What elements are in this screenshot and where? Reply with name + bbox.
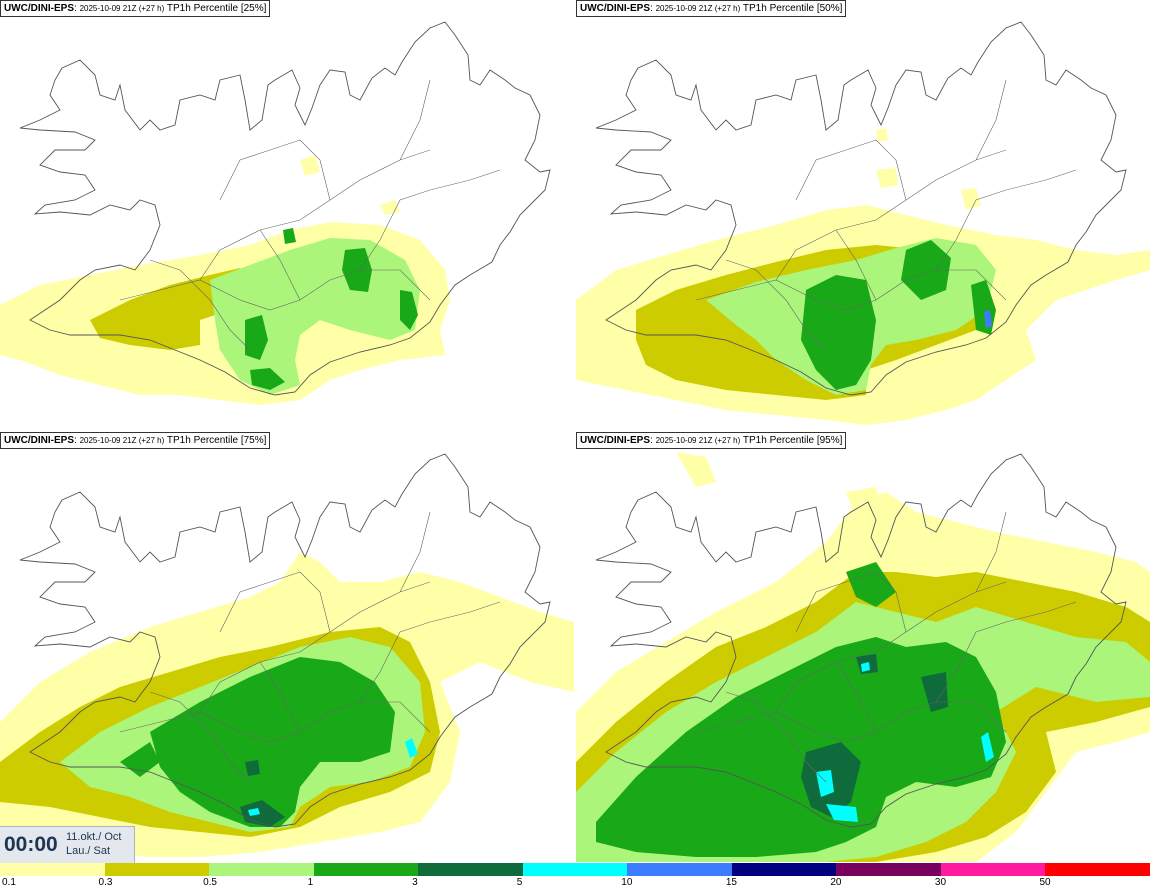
- panel-separator-horizontal: [0, 430, 1150, 432]
- legend-tick-label: 30: [934, 877, 947, 888]
- valid-time-box: 00:00 11.okt./ Oct Lau./ Sat: [0, 826, 135, 863]
- panel-title: UWC/DINI-EPS: 2025-10-09 21Z (+27 h) TP1…: [576, 432, 847, 449]
- legend-tick-label: 15: [725, 877, 737, 888]
- precip-map-50: [576, 21, 1150, 425]
- legend-tick-label: 50: [1039, 877, 1051, 888]
- legend-swatch: [1045, 863, 1150, 876]
- precip-map-25: [0, 21, 551, 405]
- panel-title: UWC/DINI-EPS: 2025-10-09 21Z (+27 h) TP1…: [576, 0, 847, 17]
- legend-swatch: [731, 863, 837, 876]
- legend-swatch: [522, 863, 628, 876]
- legend-tick-label: 0.1: [2, 877, 16, 888]
- legend-swatch: [836, 863, 942, 876]
- legend-tick-label: 20: [830, 877, 842, 888]
- map-panel-50: UWC/DINI-EPS: 2025-10-09 21Z (+27 h) TP1…: [576, 0, 1150, 430]
- legend-tick-label: 1: [307, 877, 314, 888]
- legend-swatch: [104, 863, 210, 876]
- legend-swatch: [940, 863, 1046, 876]
- panel-title: UWC/DINI-EPS: 2025-10-09 21Z (+27 h) TP1…: [0, 432, 271, 449]
- legend-swatch: [209, 863, 315, 876]
- map-panel-75: UWC/DINI-EPS: 2025-10-09 21Z (+27 h) TP1…: [0, 432, 574, 862]
- legend-tick-label: 0.3: [98, 877, 113, 888]
- legend-tick-label: 3: [412, 877, 418, 888]
- legend-color-bar: [0, 863, 1150, 876]
- legend-swatch: [0, 863, 106, 876]
- map-panel-95: UWC/DINI-EPS: 2025-10-09 21Z (+27 h) TP1…: [576, 432, 1150, 862]
- legend-swatch: [313, 863, 419, 876]
- legend-swatch: [627, 863, 733, 876]
- legend-tick-label: 0.5: [203, 877, 217, 888]
- legend-tick-label: 10: [621, 877, 633, 888]
- panel-title: UWC/DINI-EPS: 2025-10-09 21Z (+27 h) TP1…: [0, 0, 271, 17]
- precip-color-legend: 0.1 0.3 0.5 1 3 5 10 15 20 30 50: [0, 862, 1150, 891]
- map-panel-25: UWC/DINI-EPS: 2025-10-09 21Z (+27 h) TP1…: [0, 0, 574, 430]
- legend-tick-label: 5: [516, 877, 523, 888]
- valid-time-date: 11.okt./ Oct Lau./ Sat: [66, 831, 122, 857]
- valid-time-clock: 00:00: [4, 833, 58, 856]
- precip-map-75: [0, 453, 574, 857]
- legend-swatch: [418, 863, 524, 876]
- precip-map-95: [576, 452, 1150, 862]
